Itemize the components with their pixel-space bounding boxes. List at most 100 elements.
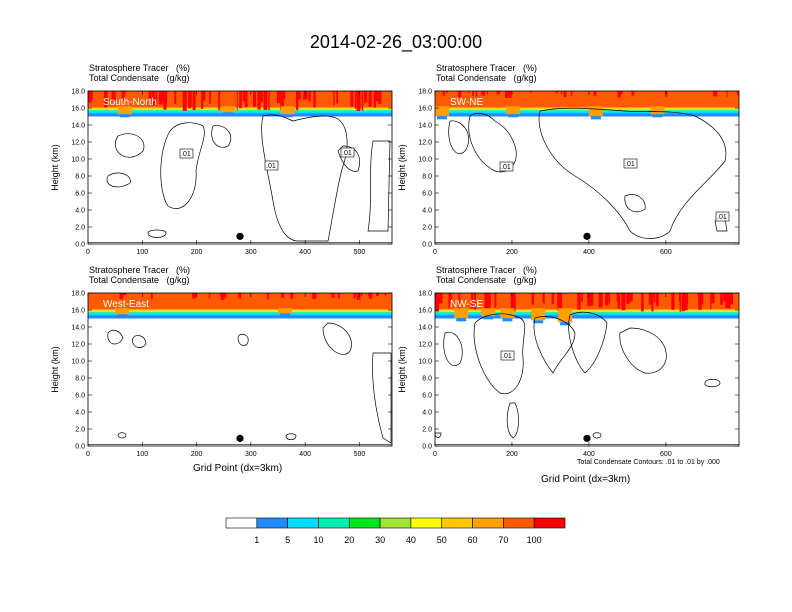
condensate-contours bbox=[106, 114, 391, 242]
y-tick-label: 0.0 bbox=[75, 242, 85, 249]
tracer-streak bbox=[356, 293, 361, 300]
colorbar-swatch bbox=[379, 517, 412, 529]
tracer-layer bbox=[435, 310, 739, 312]
contour-line bbox=[448, 120, 470, 154]
contour-label-box bbox=[340, 147, 355, 158]
tracer-streak bbox=[209, 91, 211, 104]
tracer-streak bbox=[446, 91, 448, 94]
tracer-streak bbox=[577, 293, 581, 310]
tracer-layer bbox=[88, 113, 392, 117]
panel-4-xlabel: Grid Point (dx=3km) bbox=[541, 474, 631, 485]
tracer-streak bbox=[631, 91, 635, 96]
tracer-streak bbox=[448, 293, 452, 305]
x-tick-label: 300 bbox=[245, 451, 257, 458]
tracer-streak bbox=[375, 293, 380, 296]
colorbar-label: 100 bbox=[527, 535, 542, 545]
tracer-streak bbox=[629, 293, 631, 302]
tracer-dip bbox=[117, 106, 132, 115]
tracer-streak bbox=[648, 293, 653, 305]
tracer-layer bbox=[88, 315, 392, 319]
tracer-streak bbox=[618, 91, 623, 94]
tracer-streak bbox=[435, 293, 439, 312]
tracer-dip bbox=[588, 106, 603, 117]
tracer-streak bbox=[686, 293, 689, 304]
y-axis-label: Height (km) bbox=[50, 346, 60, 393]
tracer-streak bbox=[308, 91, 311, 102]
tracer-streak bbox=[475, 91, 478, 97]
tracer-streak bbox=[710, 293, 715, 304]
contour-line bbox=[372, 352, 392, 444]
tracer-streak bbox=[581, 293, 583, 302]
y-tick-label: 14.0 bbox=[418, 123, 432, 130]
tracer-streak bbox=[727, 293, 731, 309]
contour-line bbox=[704, 378, 721, 388]
tracer-dip-edge bbox=[590, 116, 601, 120]
tracer-streak bbox=[295, 91, 299, 111]
tracer-dip-edge bbox=[560, 322, 571, 326]
tracer-streak bbox=[239, 91, 242, 109]
contour-line bbox=[160, 122, 205, 209]
x-tick-label: 400 bbox=[299, 249, 311, 256]
tracer-streak bbox=[91, 91, 93, 100]
y-tick-label: 0.0 bbox=[75, 444, 85, 451]
colorbar-label: 20 bbox=[344, 535, 354, 545]
tracer-streak bbox=[723, 293, 728, 302]
contour-label: .01 bbox=[625, 161, 635, 168]
contour-line bbox=[473, 313, 526, 395]
tracer-dip bbox=[650, 106, 665, 115]
tracer-streak bbox=[630, 293, 633, 302]
tracer-layer bbox=[435, 107, 739, 109]
y-tick-label: 16.0 bbox=[418, 308, 432, 315]
y-tick-label: 16.0 bbox=[418, 106, 432, 113]
tracer-streak bbox=[201, 91, 206, 101]
tracer-streak bbox=[653, 293, 656, 303]
colorbar-label: 40 bbox=[406, 535, 416, 545]
tracer-streak bbox=[472, 91, 474, 97]
contour-line bbox=[568, 311, 608, 374]
tracer-streak bbox=[470, 293, 473, 309]
panel-2-line2: Total Condensate (g/kg) bbox=[436, 73, 537, 83]
tracer-streak bbox=[563, 91, 567, 97]
contour-label: .01 bbox=[502, 353, 512, 360]
tracer-streak bbox=[570, 91, 573, 97]
x-tick-label: 0 bbox=[433, 249, 437, 256]
contour-label-box bbox=[623, 158, 638, 169]
y-tick-label: 2.0 bbox=[75, 427, 85, 434]
contour-line bbox=[147, 229, 167, 238]
tracer-streak bbox=[219, 293, 223, 296]
y-tick-label: 12.0 bbox=[71, 140, 85, 147]
tracer-streak bbox=[655, 293, 659, 307]
tracer-layer bbox=[88, 313, 392, 316]
panel-1: .01 .01 .01 0.0 2.0 4.0 6.0 8.0 10.0 12.0 14.0 16.0… bbox=[50, 89, 393, 256]
tracer-streak bbox=[587, 293, 591, 307]
tracer-streak bbox=[182, 91, 187, 111]
location-marker bbox=[583, 232, 591, 240]
tracer-dip bbox=[558, 308, 573, 323]
plot-frame bbox=[87, 90, 393, 245]
tracer-streak bbox=[303, 91, 307, 100]
contour-line bbox=[261, 114, 348, 242]
tracer-dip-edge bbox=[223, 112, 233, 116]
x-tick-label: 0 bbox=[433, 451, 437, 458]
contour-line bbox=[367, 140, 391, 232]
contour-line bbox=[237, 333, 249, 346]
tracer-streak bbox=[368, 91, 372, 107]
tracer-streak bbox=[473, 293, 476, 310]
location-marker bbox=[236, 232, 244, 240]
y-axis-label: Height (km) bbox=[50, 144, 60, 191]
tracer-streak bbox=[484, 293, 489, 309]
tracer-streak bbox=[354, 293, 357, 297]
tracer-layer bbox=[435, 313, 739, 316]
tracer-streak bbox=[160, 91, 165, 102]
contour-line bbox=[468, 112, 517, 173]
panel-1-line1: Stratosphere Tracer (%) bbox=[89, 63, 191, 73]
tracer-dip-edge bbox=[652, 114, 663, 118]
tracer-streak bbox=[368, 293, 373, 299]
tracer-streak bbox=[280, 91, 284, 111]
colorbar-swatch bbox=[318, 517, 350, 529]
tracer-streak bbox=[148, 91, 152, 101]
tracer-streak bbox=[481, 91, 486, 96]
tracer-streak bbox=[333, 91, 335, 106]
tracer-layer bbox=[88, 111, 392, 114]
tracer-streak bbox=[531, 293, 535, 305]
